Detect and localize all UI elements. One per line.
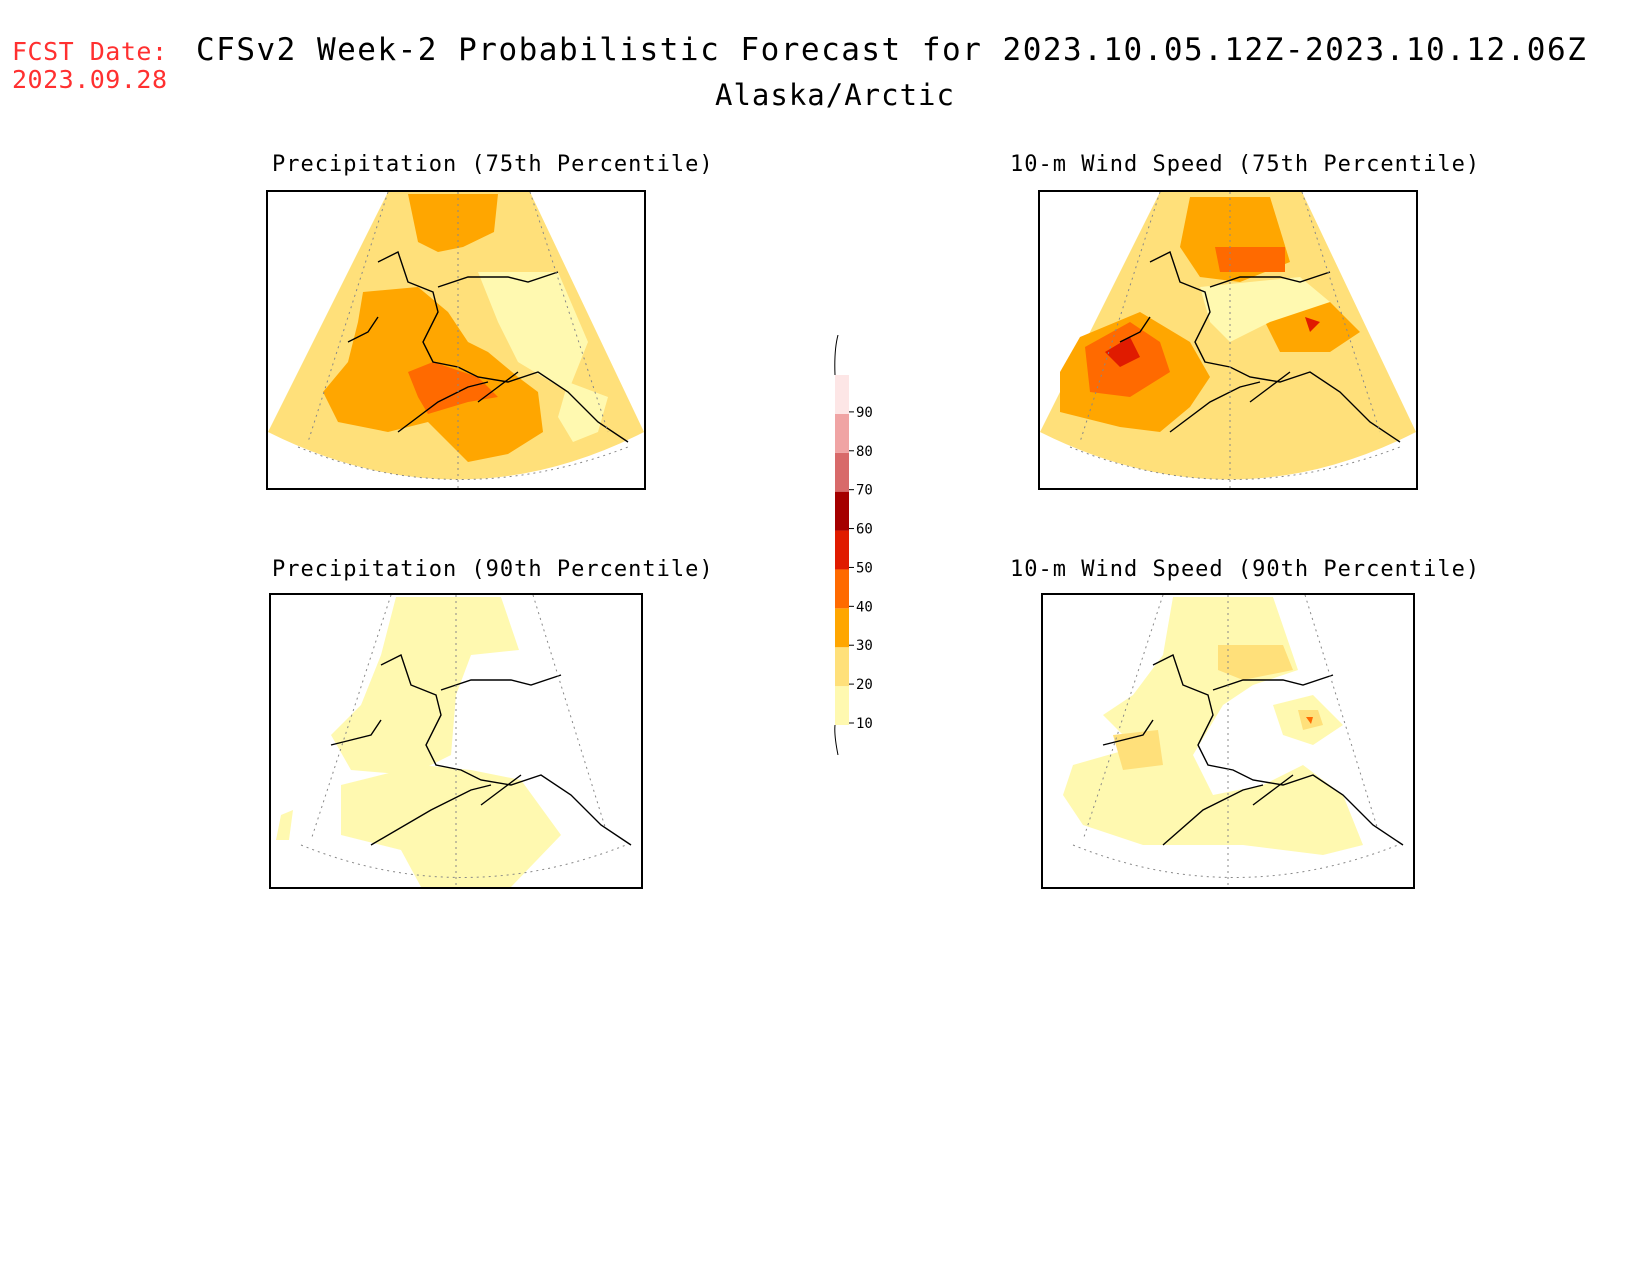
alaska-coastline — [440, 674, 562, 691]
wind-30-40-region — [1306, 717, 1313, 724]
longitude-gridline — [1082, 595, 1379, 887]
wind-below-20-region — [1200, 277, 1330, 342]
precip-below-20-region — [558, 382, 608, 442]
colorbar-label: 20 — [856, 677, 873, 693]
colorbar-label: 10 — [856, 716, 873, 732]
map-panel-precip-90 — [269, 593, 643, 889]
colorbar-label: 30 — [856, 638, 873, 654]
alaska-coastline — [347, 251, 629, 443]
wind-above-40-region — [1215, 247, 1285, 272]
forecast-date-label: FCST Date: 2023.09.28 — [12, 38, 168, 94]
colorbar-swatch — [835, 375, 849, 414]
longitude-gridline — [307, 192, 609, 488]
colorbar-label: 40 — [856, 599, 873, 615]
colorbar-swatch — [835, 530, 849, 570]
precip-10-20-region — [276, 810, 293, 840]
panel-title-precip-75: Precipitation (75th Percentile) — [272, 152, 714, 177]
precip-above-40-region — [408, 362, 498, 414]
map-panel-wind-90 — [1041, 593, 1415, 889]
colorbar-swatch — [835, 452, 849, 492]
map-title: CFSv2 Week-2 Probabilistic Forecast for … — [196, 32, 1588, 68]
alaska-coastline — [1212, 674, 1334, 691]
colorbar-label: 80 — [856, 444, 873, 460]
alaska-coastline — [1209, 271, 1331, 288]
longitude-gridline — [1079, 192, 1381, 488]
colorbar-legend: 10 20 30 40 50 60 70 80 90 — [820, 334, 920, 756]
colorbar-swatch — [835, 686, 849, 725]
colorbar-label: 90 — [856, 405, 873, 421]
wind-10-20-region — [1063, 745, 1363, 855]
colorbar-label: 60 — [856, 522, 873, 538]
map-panel-wind-75 — [1038, 190, 1418, 490]
colorbar-swatch — [835, 491, 849, 531]
wind-above-50-region — [1305, 317, 1320, 332]
wind-above-50-region — [1105, 337, 1140, 367]
colorbar-bottom-triangle — [834, 724, 839, 756]
precip-below-20-region — [478, 272, 588, 392]
longitude-gridline — [310, 595, 607, 887]
alaska-coastline — [1119, 251, 1401, 443]
alaska-coastline — [437, 271, 559, 288]
wind-20-30-region — [1218, 645, 1293, 680]
colorbar-swatch — [835, 608, 849, 648]
precip-10-20-region — [331, 597, 519, 775]
panel-title-wind-90: 10-m Wind Speed (90th Percentile) — [1010, 557, 1481, 582]
colorbar-swatch — [835, 413, 849, 453]
map-panel-precip-75 — [266, 190, 646, 490]
fcst-date-caption: FCST Date: — [12, 37, 168, 66]
alaska-coastline — [330, 654, 632, 846]
colorbar-swatch — [835, 569, 849, 609]
precip-10-20-region — [341, 765, 561, 887]
colorbar-top-triangle — [834, 334, 839, 376]
map-subtitle: Alaska/Arctic — [715, 78, 955, 112]
panel-title-wind-75: 10-m Wind Speed (75th Percentile) — [1010, 152, 1481, 177]
precip-above-30-region — [408, 194, 498, 252]
colorbar-swatch — [835, 647, 849, 687]
colorbar-label: 70 — [856, 483, 873, 499]
alaska-coastline — [1102, 654, 1404, 846]
panel-title-precip-90: Precipitation (90th Percentile) — [272, 557, 714, 582]
colorbar-label: 50 — [856, 560, 873, 576]
fcst-date-value: 2023.09.28 — [12, 65, 168, 94]
